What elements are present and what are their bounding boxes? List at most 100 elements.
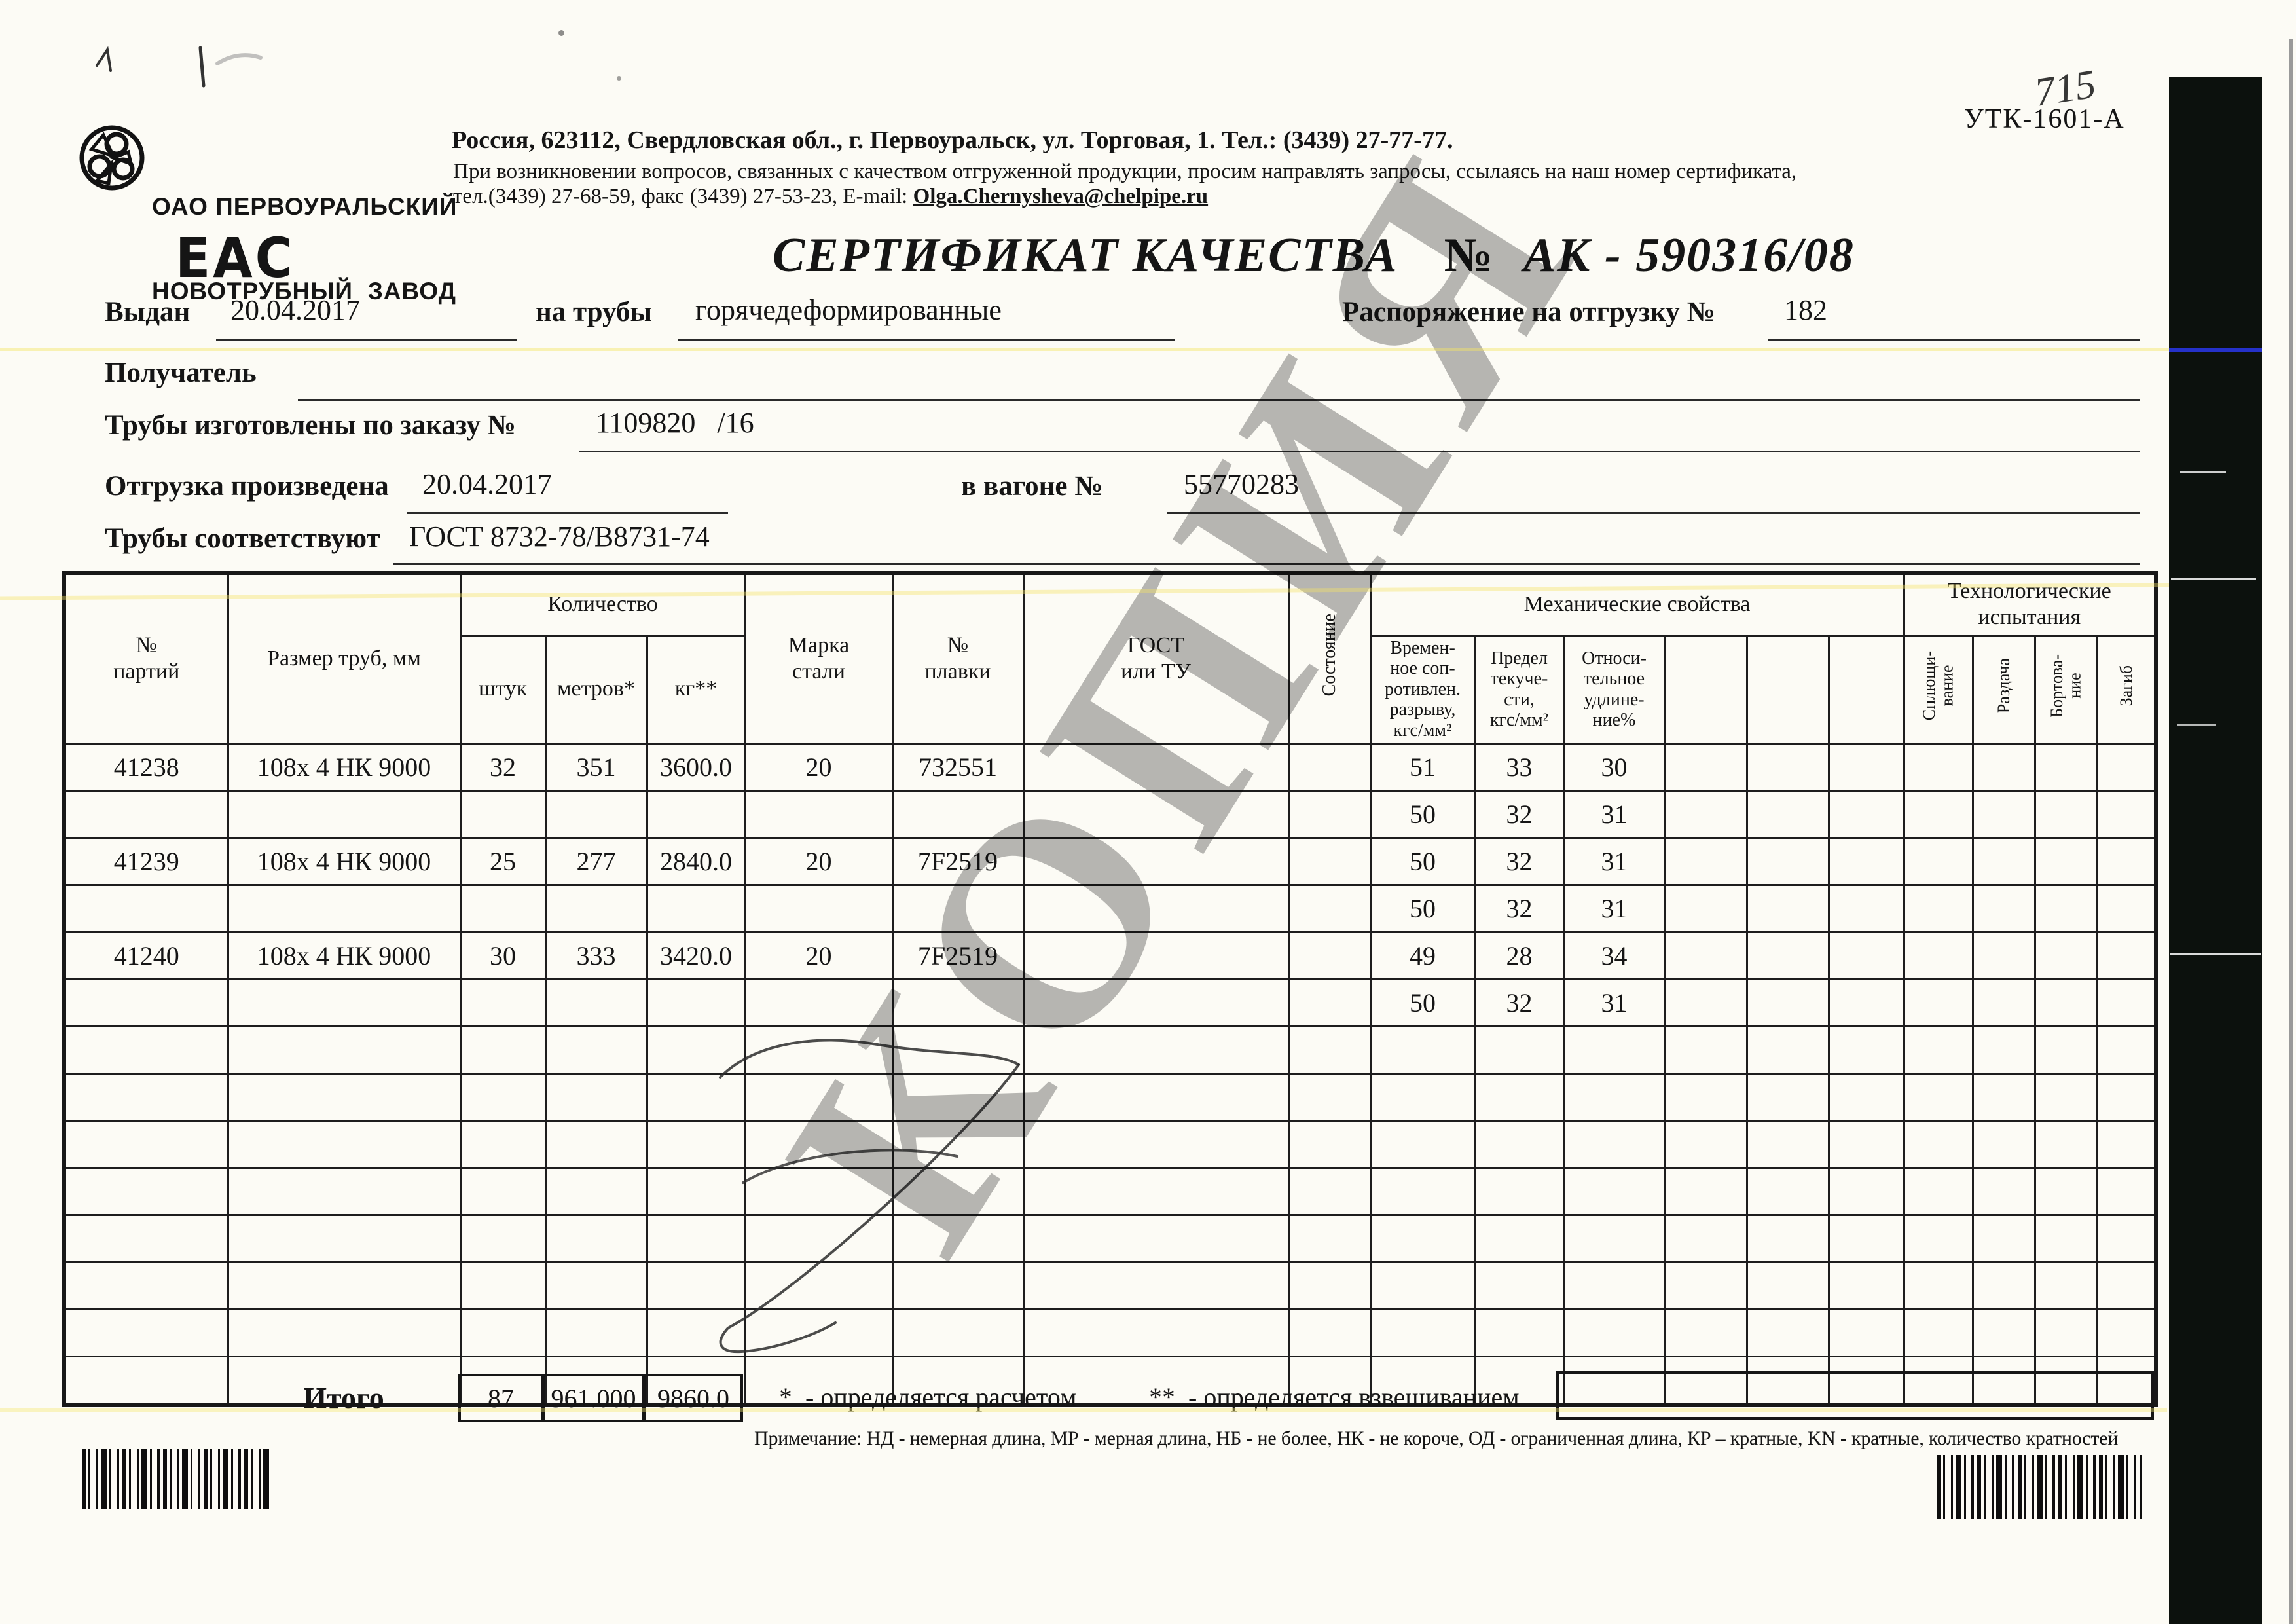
- table-row: [63, 1261, 2157, 1310]
- cell-r3: [1562, 1261, 1666, 1310]
- cell-t4: [2096, 1072, 2157, 1122]
- cell-t1: [1903, 836, 1974, 886]
- cell-steel: 20: [744, 931, 894, 980]
- cell-heat: 732551: [891, 742, 1025, 792]
- col-header-yield: Предел текуче- сти, кгс/мм²: [1474, 634, 1565, 745]
- cell-pcs: [459, 1355, 547, 1405]
- cell-r1: 50: [1369, 836, 1476, 886]
- cell-gost: [1022, 1072, 1290, 1122]
- cell-e1: [1664, 1213, 1748, 1263]
- quality-contact-note: При возникновении вопросов, связанных с …: [453, 160, 1797, 183]
- certificate-title-text: СЕРТИФИКАТ КАЧЕСТВА: [773, 229, 1398, 282]
- scan-edge-strip: [2169, 77, 2262, 1624]
- cell-size: [227, 1355, 462, 1405]
- cell-m: [544, 1261, 648, 1310]
- cell-t3: [2033, 1119, 2098, 1169]
- footnote-calculated: * - определяется расчетом: [779, 1382, 1077, 1412]
- scan-strip-blue-line: [2169, 348, 2262, 352]
- cell-pcs: [459, 1308, 547, 1357]
- cell-pcs: [459, 1166, 547, 1216]
- cell-size: [227, 789, 462, 839]
- col-header-heat-number: № плавки: [891, 572, 1025, 745]
- cell-e1: [1664, 978, 1748, 1027]
- cell-batch: [63, 1213, 229, 1263]
- cell-r2: [1474, 1308, 1565, 1357]
- cell-pcs: [459, 1213, 547, 1263]
- col-header-mech-extra-1: [1664, 634, 1748, 745]
- cell-gost: [1022, 789, 1290, 839]
- conform-underline: [393, 563, 2140, 565]
- cell-e3: [1827, 742, 1905, 792]
- form-code: УТК-1601-А: [1964, 104, 2125, 134]
- cell-t2: [1971, 1261, 2036, 1310]
- cell-heat: [891, 883, 1025, 933]
- cell-t1: [1903, 1355, 1974, 1405]
- total-pieces: 87: [458, 1374, 543, 1422]
- cell-t2: [1971, 1213, 2036, 1263]
- cell-size: [227, 1119, 462, 1169]
- cell-heat: [891, 978, 1025, 1027]
- cell-t4: [2096, 1355, 2157, 1405]
- scan-speck: [558, 30, 564, 36]
- cell-size: [227, 1213, 462, 1263]
- cell-gost: [1022, 1261, 1290, 1310]
- cell-pcs: [459, 978, 547, 1027]
- cell-pcs: [459, 1261, 547, 1310]
- pipes-type-label: на трубы: [536, 297, 653, 327]
- cell-r2: [1474, 1355, 1565, 1405]
- cell-kg: 2840.0: [646, 836, 746, 886]
- cell-batch: [63, 1308, 229, 1357]
- col-header-kg: кг**: [646, 634, 746, 745]
- number-sign: №: [1444, 229, 1495, 282]
- cell-r3: 31: [1562, 789, 1666, 839]
- cell-kg: [646, 1213, 746, 1263]
- table-row: 50 32 31: [63, 883, 2157, 933]
- cell-kg: [646, 1308, 746, 1357]
- cell-gost: [1022, 1166, 1290, 1216]
- cell-e1: [1664, 1025, 1748, 1075]
- made-by-order-underline: [579, 451, 2140, 452]
- cell-gost: [1022, 1355, 1290, 1405]
- cell-e2: [1745, 1166, 1830, 1216]
- receiver-label: Получатель: [105, 358, 257, 388]
- cell-pcs: [459, 883, 547, 933]
- cell-t2: [1971, 1308, 2036, 1357]
- table-row: 50 32 31: [63, 978, 2157, 1027]
- cell-heat: [891, 1355, 1025, 1405]
- made-by-order-value: 1109820 /16: [596, 407, 754, 439]
- company-name-line1: ОАО ПЕРВОУРАЛЬСКИЙ: [152, 193, 458, 220]
- made-by-order-label: Трубы изготовлены по заказу №: [105, 410, 516, 441]
- issued-underline: [216, 339, 517, 341]
- cell-state: [1287, 1072, 1372, 1122]
- footer-empty-box: [1556, 1371, 2154, 1420]
- cell-r2: 32: [1474, 836, 1565, 886]
- cell-size: [227, 1025, 462, 1075]
- col-header-bend-label: Загиб: [2116, 665, 2136, 707]
- cell-r2: [1474, 1261, 1565, 1310]
- pnt-logo-icon: [79, 125, 145, 191]
- cell-t2: [1971, 1072, 2036, 1122]
- cell-t2: [1971, 1025, 2036, 1075]
- cell-t3: [2033, 836, 2098, 886]
- note-line: Примечание: НД - немерная длина, МР - ме…: [754, 1428, 2119, 1449]
- cell-e3: [1827, 1025, 1905, 1075]
- cell-steel: [744, 1355, 894, 1405]
- cell-r2: 32: [1474, 978, 1565, 1027]
- cell-r2: [1474, 1072, 1565, 1122]
- total-boxes: 87 961.000 9860.0: [458, 1374, 743, 1422]
- cell-e1: [1664, 931, 1748, 980]
- cell-r3: 31: [1562, 883, 1666, 933]
- cell-t3: [2033, 1025, 2098, 1075]
- cell-e2: [1745, 836, 1830, 886]
- cell-size: 108x 4 НК 9000: [227, 836, 462, 886]
- cell-t4: [2096, 1166, 2157, 1216]
- cell-state: [1287, 1025, 1372, 1075]
- barcode-left: [82, 1449, 272, 1509]
- cell-batch: [63, 978, 229, 1027]
- cell-kg: [646, 1166, 746, 1216]
- col-header-tensile: Времен- ное соп- ротивлен. разрыву, кгс/…: [1369, 634, 1476, 745]
- conform-label: Трубы соответствуют: [105, 523, 380, 554]
- cell-t1: [1903, 1213, 1974, 1263]
- cell-e1: [1664, 1355, 1748, 1405]
- shipment-order-label: Распоряжение на отгрузку №: [1342, 297, 1715, 327]
